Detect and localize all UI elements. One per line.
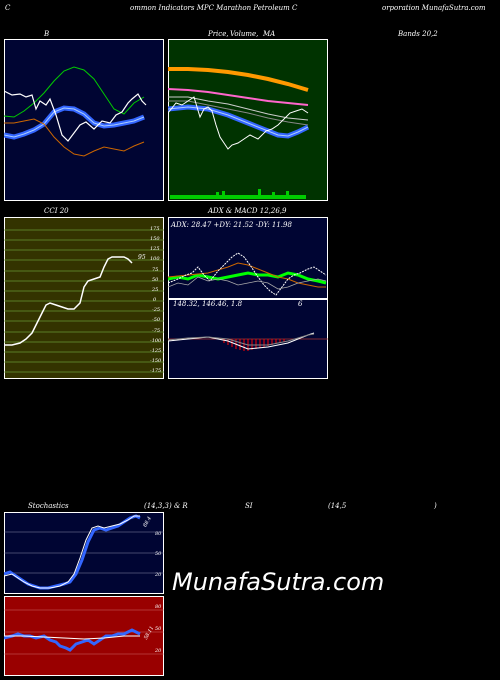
- cci-tick: 150: [150, 236, 160, 242]
- watermark: MunafaSutra.com: [172, 568, 385, 596]
- macd-values: 148.32, 146.46, 1.8: [173, 300, 243, 308]
- price-title-2: Volume,: [230, 30, 259, 38]
- cci-tick: 175: [150, 226, 160, 232]
- bb-lower-line: [4, 118, 145, 157]
- stoch-tick-80: 80: [155, 531, 162, 537]
- cci-tick: 75: [152, 267, 159, 273]
- cci-tick: -50: [152, 317, 161, 323]
- ma-pink-line: [168, 88, 309, 106]
- macd-extra: 6: [298, 300, 303, 308]
- price-panel: [168, 39, 328, 201]
- cci-gridlines: [4, 229, 164, 373]
- cci-tick: 0: [153, 297, 157, 303]
- adx-chart: [168, 252, 327, 296]
- cci-tick: 100: [150, 256, 160, 262]
- cci-tick: -150: [150, 358, 162, 364]
- adx-green-line: [168, 271, 327, 285]
- cci-tick: -175: [150, 368, 162, 374]
- header-left: C: [5, 4, 11, 12]
- macd-signal-line: [168, 333, 315, 346]
- bb-title: B: [44, 30, 50, 38]
- volume-bars: [170, 189, 306, 199]
- header-site: orporation MunafaSutra.com: [382, 4, 486, 12]
- minus-di-line: [168, 276, 327, 290]
- ma-orange-line: [168, 67, 309, 92]
- stoch-tick-20: 20: [155, 572, 162, 578]
- cci-tick: -75: [152, 328, 161, 334]
- header-title: ommon Indicators MPC Marathon Petroleum …: [130, 4, 298, 12]
- adx-macd-title: ADX & MACD 12,26,9: [208, 207, 287, 215]
- cci-title: CCI 20: [44, 207, 69, 215]
- cci-tick: 25: [152, 287, 159, 293]
- rsi-tick-80: 80: [155, 604, 162, 610]
- cci-chart: [4, 229, 164, 373]
- cci-tick: -125: [150, 348, 162, 354]
- stoch-params: (14,3,3) & R: [144, 502, 188, 510]
- adx-brown-line: [168, 262, 326, 288]
- rsi-tick-20: 20: [155, 648, 162, 654]
- bands-title: Bands 20,2: [398, 30, 438, 38]
- ma-white-2: [168, 100, 309, 126]
- rsi-params: (14,5: [328, 502, 347, 510]
- rsi-params-close: ): [434, 502, 437, 510]
- rsi-average-line: [4, 635, 140, 640]
- price-chart: [168, 67, 310, 199]
- bb-price-line: [4, 90, 147, 142]
- price-title-3: MA: [263, 30, 276, 38]
- rsi-chart: [4, 609, 164, 655]
- plus-di-line: [168, 252, 327, 296]
- bollinger-chart: [4, 66, 147, 157]
- stoch-tick-50: 50: [155, 551, 162, 557]
- ma-blue-highlight: [168, 106, 309, 137]
- cci-tick: 125: [150, 246, 160, 252]
- cci-tick: 50: [152, 277, 159, 283]
- adx-panel: [168, 217, 328, 299]
- rsi-title: SI: [245, 502, 253, 510]
- adx-values: ADX: 28.47 +DY: 21.52 -DY: 11.98: [171, 221, 292, 229]
- bb-middle-highlight: [4, 107, 145, 138]
- cci-value-label: 95: [138, 254, 146, 261]
- ma-white-1: [168, 96, 309, 121]
- price-title-1: Price,: [208, 30, 229, 38]
- cci-tick: -25: [152, 307, 161, 313]
- cci-line: [4, 256, 133, 346]
- stoch-d-line: [4, 515, 140, 589]
- price-line: [168, 96, 309, 150]
- rsi-tick-50: 50: [155, 626, 162, 632]
- macd-line: [168, 332, 315, 350]
- rsi-line: [4, 628, 141, 652]
- macd-chart: [168, 332, 328, 351]
- cci-tick: -100: [150, 338, 162, 344]
- stoch-title: Stochastics: [28, 502, 69, 510]
- stoch-chart: [4, 514, 164, 590]
